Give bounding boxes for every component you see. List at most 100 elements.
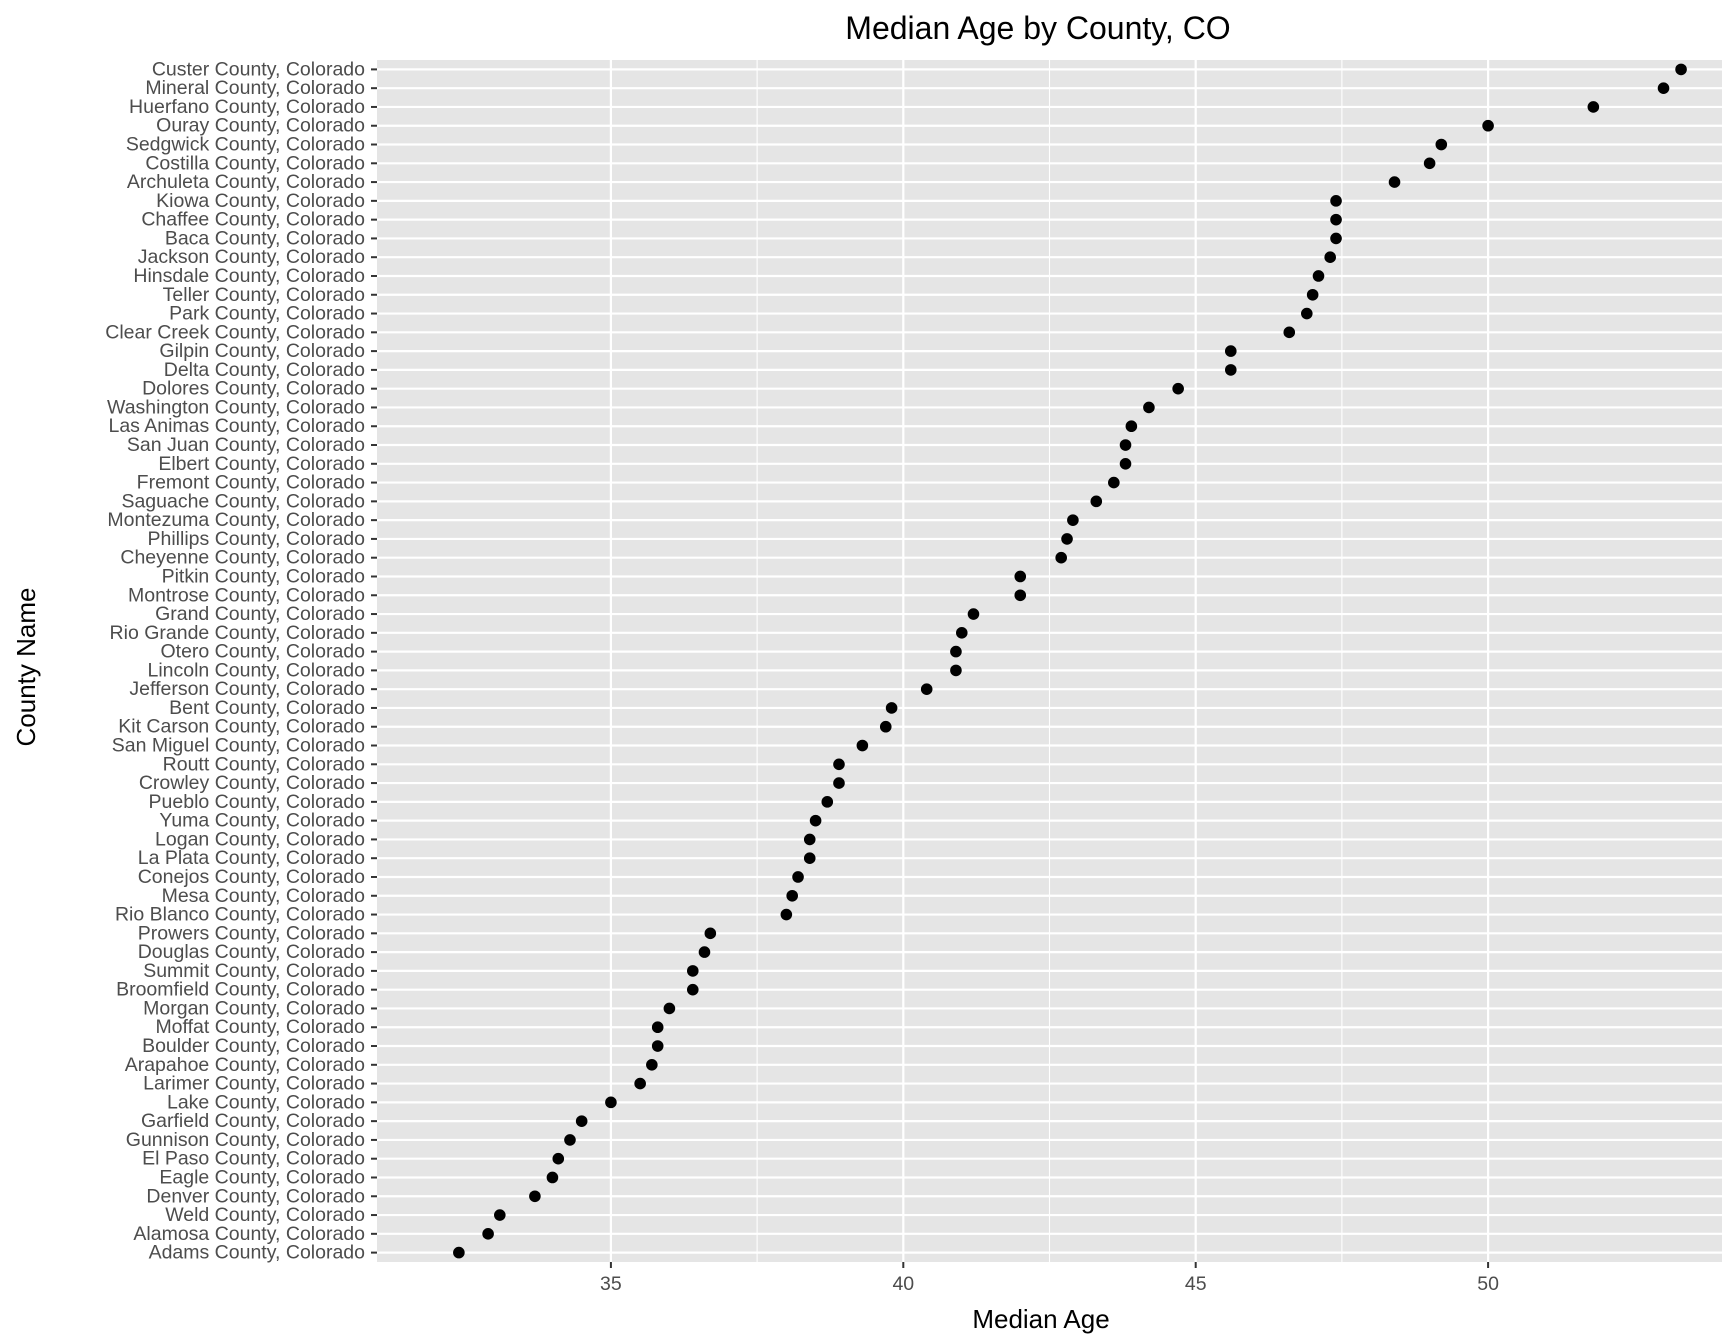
data-point: [1119, 439, 1132, 451]
data-point: [950, 645, 962, 658]
y-tick-label: Denver County, Colorado: [146, 1185, 365, 1207]
y-tick-label: Otero County, Colorado: [161, 641, 366, 663]
data-point: [920, 683, 933, 695]
data-point: [698, 946, 711, 958]
y-tick-label: Saguache County, Colorado: [121, 490, 365, 512]
data-point: [1224, 364, 1237, 376]
y-tick-label: Mineral County, Colorado: [145, 77, 365, 99]
y-axis-title: County Name: [11, 588, 41, 747]
y-tick-label: Fremont County, Colorado: [137, 472, 365, 494]
y-tick-label: Lincoln County, Colorado: [147, 659, 365, 681]
y-tick-label: Archuleta County, Colorado: [127, 171, 365, 193]
data-point: [453, 1246, 465, 1259]
y-tick-label: Morgan County, Colorado: [143, 997, 365, 1019]
data-point: [879, 720, 892, 733]
y-tick-label: Chaffee County, Colorado: [141, 209, 365, 231]
data-point: [1301, 307, 1313, 320]
y-tick-label: Park County, Colorado: [169, 303, 365, 325]
data-point: [605, 1096, 617, 1109]
data-point: [1283, 326, 1296, 339]
y-tick-label: Prowers County, Colorado: [138, 922, 365, 944]
data-point: [1330, 195, 1342, 207]
data-point: [494, 1209, 506, 1221]
data-point: [803, 852, 816, 865]
data-point: [833, 777, 845, 789]
data-point: [1108, 476, 1120, 489]
data-point: [634, 1077, 646, 1090]
y-tick-label: Costilla County, Colorado: [145, 152, 365, 174]
data-points: [453, 63, 1687, 1259]
chart-title: Median Age by County, CO: [845, 10, 1230, 46]
data-point: [967, 608, 980, 620]
data-point: [1172, 382, 1184, 395]
y-tick-label: Weld County, Colorado: [165, 1204, 365, 1226]
y-tick-label: Garfield County, Colorado: [141, 1110, 365, 1132]
data-point: [651, 1021, 664, 1034]
y-tick-label: Moffat County, Colorado: [155, 1016, 365, 1038]
y-tick-label: Rio Grande County, Colorado: [110, 622, 366, 644]
y-tick-label: Douglas County, Colorado: [138, 941, 365, 963]
x-tick-label: 40: [892, 1273, 914, 1295]
y-tick-label: Logan County, Colorado: [155, 828, 365, 850]
data-point: [646, 1058, 658, 1071]
y-tick-label: Ouray County, Colorado: [156, 115, 365, 137]
data-point: [1125, 420, 1138, 433]
y-tick-label: Delta County, Colorado: [164, 359, 365, 381]
y-tick-label: Mesa County, Colorado: [162, 885, 366, 907]
y-tick-label: Pueblo County, Colorado: [149, 791, 366, 813]
y-tick-label: Crowley County, Colorado: [139, 772, 365, 794]
data-point: [575, 1115, 588, 1127]
data-point: [1014, 570, 1027, 583]
y-tick-label: Eagle County, Colorado: [159, 1166, 365, 1188]
y-tick-label: San Juan County, Colorado: [127, 434, 365, 456]
y-tick-label: El Paso County, Colorado: [142, 1148, 365, 1170]
data-point: [686, 965, 699, 977]
y-tick-label: Adams County, Colorado: [149, 1242, 366, 1264]
y-tick-label: Cheyenne County, Colorado: [120, 547, 365, 569]
data-point: [833, 758, 845, 771]
data-point: [1388, 176, 1401, 188]
data-point: [663, 1002, 676, 1015]
data-point: [780, 908, 793, 921]
data-point: [529, 1190, 541, 1203]
y-tick-label: Phillips County, Colorado: [148, 528, 366, 550]
y-tick-label: Arapahoe County, Colorado: [125, 1054, 365, 1076]
y-tick-label: Alamosa County, Colorado: [133, 1223, 365, 1245]
y-tick-label: Jackson County, Colorado: [138, 246, 365, 268]
data-point: [809, 814, 822, 827]
y-tick-label: Washington County, Colorado: [107, 396, 365, 418]
data-point: [821, 796, 834, 808]
y-tick-label: Routt County, Colorado: [163, 753, 365, 775]
data-point: [1657, 82, 1670, 94]
y-tick-label: Clear Creek County, Colorado: [105, 321, 365, 343]
data-point: [1067, 514, 1079, 526]
data-point: [1014, 589, 1027, 602]
y-tick-label: Hinsdale County, Colorado: [133, 265, 365, 287]
data-point: [1055, 551, 1067, 564]
y-tick-label: Elbert County, Colorado: [158, 453, 365, 475]
data-point: [564, 1134, 576, 1146]
data-point: [1324, 251, 1336, 264]
y-tick-label: Pitkin County, Colorado: [162, 565, 366, 587]
y-tick-label: Jefferson County, Colorado: [129, 678, 365, 700]
data-point: [1224, 345, 1237, 357]
y-tick-label: Kiowa County, Colorado: [156, 190, 365, 212]
y-tick-label: Grand County, Colorado: [155, 603, 365, 625]
data-point: [546, 1171, 559, 1184]
y-tick-label: Custer County, Colorado: [152, 58, 365, 80]
y-tick-label: Huerfano County, Colorado: [129, 96, 365, 118]
y-tick-label: La Plata County, Colorado: [138, 847, 365, 869]
data-point: [552, 1152, 565, 1165]
data-point: [704, 927, 717, 940]
data-point: [1482, 119, 1494, 132]
x-tick-label: 45: [1185, 1273, 1207, 1295]
y-tick-label: Bent County, Colorado: [169, 697, 365, 719]
data-point: [792, 871, 804, 883]
data-point: [1435, 138, 1448, 151]
data-point: [651, 1040, 664, 1052]
y-tick-label: Lake County, Colorado: [167, 1091, 365, 1113]
y-tick-label: Yuma County, Colorado: [159, 810, 365, 832]
data-point: [803, 833, 816, 846]
